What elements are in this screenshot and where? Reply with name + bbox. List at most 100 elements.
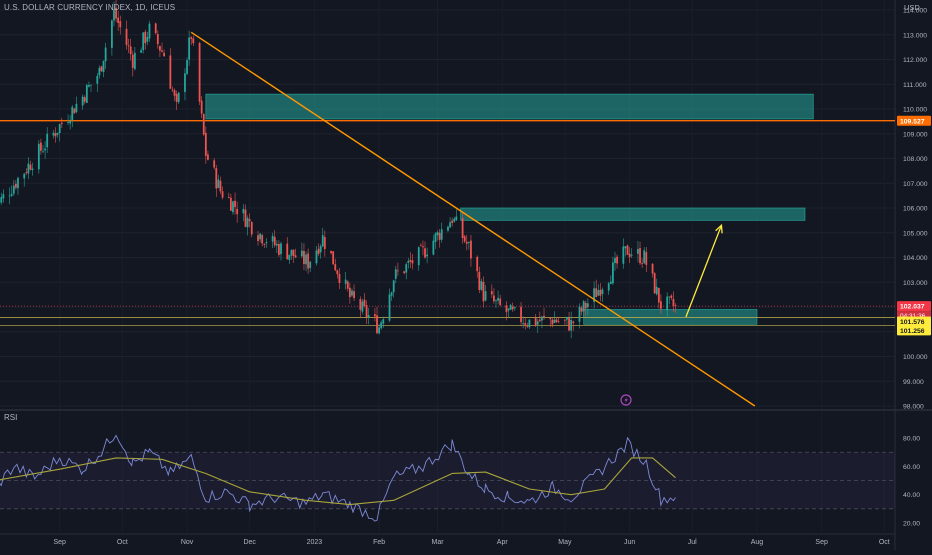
candle-body — [610, 282, 612, 284]
candle-body — [629, 254, 631, 257]
candle — [140, 47, 142, 52]
time-tick-label: Apr — [497, 539, 509, 546]
price-tick-label: 106.000 — [903, 206, 928, 213]
candle — [483, 276, 485, 307]
candle-body — [412, 260, 414, 263]
candle-body — [40, 143, 42, 151]
candle — [96, 73, 98, 92]
candle-body — [249, 219, 251, 221]
candle-body — [666, 297, 668, 311]
candle-body — [309, 262, 311, 268]
candle-body — [424, 248, 426, 257]
candle-body — [30, 165, 32, 170]
candle-body — [403, 271, 405, 273]
candle-body — [514, 307, 516, 308]
candle-body — [176, 94, 178, 102]
candle — [395, 266, 397, 283]
candle-body — [155, 23, 157, 33]
candle — [508, 308, 510, 318]
horizontal-levels[interactable] — [0, 121, 895, 326]
time-tick-label: Jun — [624, 539, 635, 546]
candle-body — [90, 85, 92, 86]
candle-body — [230, 198, 232, 211]
candle — [359, 296, 361, 317]
candle-body — [232, 201, 234, 212]
price-zones[interactable] — [206, 94, 813, 324]
candle — [61, 118, 63, 128]
time-tick-label: Mar — [432, 539, 445, 546]
candle-body — [220, 181, 222, 192]
price-tick-label: 105.000 — [903, 230, 928, 237]
candle — [232, 201, 234, 215]
candle-body — [368, 315, 370, 318]
symbol-title[interactable]: U.S. DOLLAR CURRENCY INDEX, 1D, ICEUS — [4, 3, 175, 12]
candle-body — [675, 305, 677, 306]
candle — [201, 96, 203, 118]
candle-body — [476, 257, 478, 271]
candle-body — [449, 222, 451, 227]
candle — [101, 66, 103, 72]
candle-body — [641, 263, 643, 264]
candle-body — [38, 144, 40, 169]
candle-body — [391, 292, 393, 295]
candle — [142, 32, 144, 53]
candle — [324, 231, 326, 257]
candle-body — [362, 301, 364, 311]
price-tick-label: 113.000 — [903, 32, 927, 39]
candle-body — [639, 248, 641, 263]
candle — [543, 308, 545, 320]
candle — [374, 308, 376, 321]
candle — [163, 49, 165, 56]
candle — [602, 287, 604, 301]
candle-body — [0, 197, 2, 202]
candle-body — [570, 320, 572, 331]
candle-body — [316, 251, 318, 264]
candle-body — [144, 32, 146, 43]
candle — [612, 257, 614, 285]
candle-body — [265, 242, 267, 243]
candle-body — [184, 73, 186, 92]
candle — [188, 31, 190, 66]
candle-body — [53, 133, 55, 136]
candle — [67, 114, 69, 125]
candle — [658, 288, 660, 308]
candle-body — [11, 194, 13, 196]
candle-body — [76, 104, 78, 112]
upper_supply_zone — [206, 94, 813, 119]
candle-body — [101, 66, 103, 71]
candle — [376, 307, 378, 334]
candle — [172, 87, 174, 93]
time-tick-label: Feb — [373, 539, 385, 546]
candle-body — [25, 172, 27, 173]
candle-body — [658, 288, 660, 303]
candle — [593, 281, 595, 308]
candle — [641, 258, 643, 268]
candle-body — [334, 264, 336, 270]
candle-body — [44, 149, 46, 151]
candle-body — [673, 299, 675, 306]
candle-body — [554, 320, 556, 323]
candle-body — [359, 299, 361, 310]
candle-body — [480, 281, 482, 290]
candle — [418, 246, 420, 270]
candle — [447, 226, 449, 233]
time-tick-label: Sep — [53, 539, 66, 546]
candle — [111, 19, 113, 55]
candle — [353, 284, 355, 301]
candle-body — [178, 93, 180, 102]
rsi-indicator-label[interactable]: RSI — [4, 413, 17, 422]
candle-body — [539, 320, 541, 322]
candle-body — [376, 315, 378, 333]
candle — [470, 235, 472, 267]
candle — [38, 140, 40, 174]
candle-body — [222, 191, 224, 197]
candle — [220, 177, 222, 194]
candle — [11, 186, 13, 198]
candle — [190, 36, 192, 45]
candle — [499, 295, 501, 307]
candle — [119, 16, 121, 35]
candle — [144, 30, 146, 50]
candle-body — [631, 255, 633, 256]
